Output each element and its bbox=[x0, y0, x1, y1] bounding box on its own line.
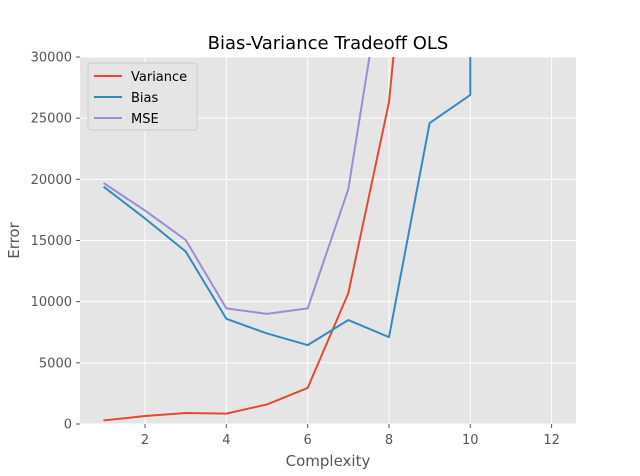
series-line-mse bbox=[103, 57, 371, 315]
series-line-bias bbox=[102, 57, 472, 347]
series-line-variance bbox=[103, 57, 395, 422]
y-axis-ticks: 0 5000 10000 15000 20000 25000 30000 bbox=[31, 51, 80, 433]
y-tick-label: 5000 bbox=[39, 356, 72, 371]
legend-label-mse: MSE bbox=[131, 112, 159, 127]
y-axis-label: Error bbox=[5, 221, 23, 258]
chart-title: Bias-Variance Tradeoff OLS bbox=[208, 33, 449, 54]
x-axis-label: Complexity bbox=[286, 452, 371, 470]
legend-box bbox=[87, 62, 198, 131]
x-tick-label: 4 bbox=[222, 433, 230, 448]
y-tick-label: 0 bbox=[64, 418, 72, 433]
x-tick-label: 8 bbox=[385, 433, 393, 448]
y-tick-label: 15000 bbox=[31, 234, 72, 249]
y-tick-label: 30000 bbox=[31, 51, 72, 66]
x-tick-label: 12 bbox=[543, 433, 560, 448]
y-tick-label: 10000 bbox=[31, 295, 72, 310]
grid-lines bbox=[80, 56, 576, 425]
x-tick-label: 10 bbox=[462, 433, 479, 448]
series-lines bbox=[102, 57, 472, 422]
legend-label-variance: Variance bbox=[131, 70, 187, 85]
x-tick-label: 2 bbox=[141, 433, 149, 448]
y-tick-label: 25000 bbox=[31, 112, 72, 127]
legend-label-bias: Bias bbox=[131, 91, 158, 106]
y-tick-label: 20000 bbox=[31, 173, 72, 188]
legend: Variance Bias MSE bbox=[87, 62, 198, 131]
x-axis-ticks: 2 4 6 8 10 12 bbox=[141, 424, 560, 448]
x-tick-label: 6 bbox=[304, 433, 312, 448]
